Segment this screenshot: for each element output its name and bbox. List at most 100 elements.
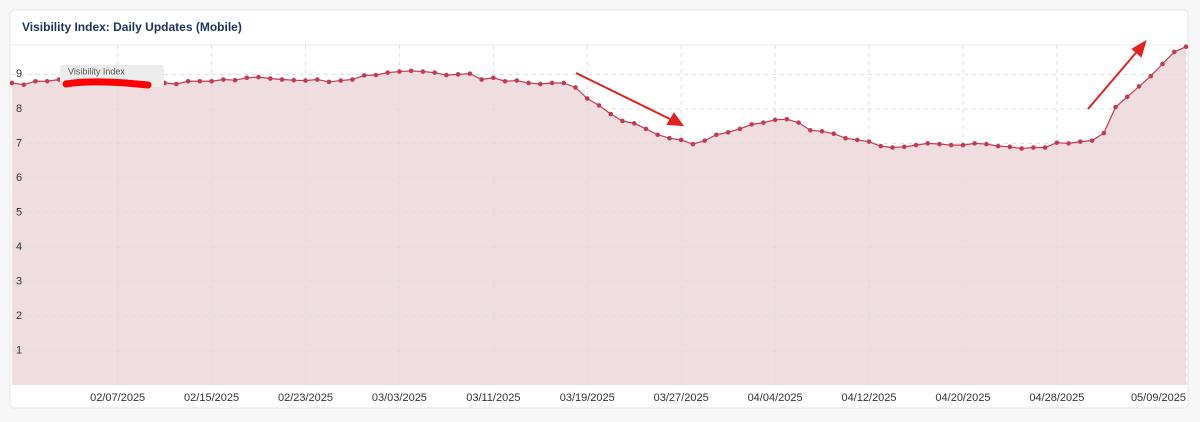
point: [303, 78, 308, 83]
point: [737, 126, 743, 132]
point: [808, 127, 813, 133]
point: [878, 143, 884, 149]
point: [185, 78, 191, 84]
point: [984, 141, 989, 147]
point: [1148, 73, 1154, 79]
arrow-head: [1131, 39, 1147, 58]
point: [690, 141, 696, 147]
point: [1125, 94, 1130, 100]
plot: 1 2 3 4 5 6 7 8 9 02/07/2025 02/15/2025 02/23/2025 0…: [9, 44, 1189, 404]
point: [620, 118, 625, 124]
arrow-down: [575, 72, 677, 123]
point: [279, 77, 285, 82]
point: [33, 78, 38, 84]
point: [514, 78, 520, 83]
point: [420, 69, 426, 74]
y-tick-label: 1: [16, 344, 22, 356]
point: [702, 138, 707, 143]
point: [725, 130, 731, 135]
point: [890, 145, 895, 150]
arrow-up: [1087, 47, 1141, 110]
point: [925, 141, 931, 146]
point: [408, 68, 414, 74]
point: [972, 141, 977, 146]
point: [373, 72, 379, 78]
x-tick-label: 04/12/2025: [841, 392, 896, 404]
point: [761, 120, 766, 125]
point: [819, 128, 825, 134]
y-tick-label: 5: [16, 206, 22, 218]
x-tick-label: 02/07/2025: [90, 392, 145, 404]
point: [1183, 44, 1189, 50]
point: [655, 132, 660, 138]
y-tick-label: 3: [16, 275, 22, 287]
tooltip: Visibility Index: [60, 65, 164, 89]
point: [667, 135, 672, 141]
x-tick-label: 04/28/2025: [1029, 392, 1084, 404]
point: [1054, 140, 1060, 145]
point: [995, 143, 1001, 149]
x-tick-label: 02/23/2025: [278, 392, 333, 404]
y-tick-label: 2: [16, 310, 22, 322]
y-tick-label: 6: [16, 172, 22, 184]
x-tick-label: 03/19/2025: [560, 392, 615, 404]
point: [467, 71, 473, 76]
point: [948, 142, 954, 148]
point: [1019, 146, 1024, 151]
tooltip-label: Visibility Index: [68, 66, 125, 76]
point: [197, 78, 203, 84]
arrow-head: [666, 112, 685, 127]
y-tick-label: 4: [16, 241, 22, 253]
chart-title: Visibility Index: Daily Updates (Mobile): [22, 20, 242, 34]
point: [772, 117, 778, 123]
point: [643, 126, 649, 132]
point: [714, 132, 719, 138]
point: [291, 77, 297, 83]
point: [397, 69, 402, 74]
point: [1042, 145, 1048, 150]
point: [314, 77, 320, 82]
point: [843, 135, 848, 141]
point: [631, 121, 637, 126]
point: [749, 122, 754, 127]
point: [678, 137, 684, 143]
point: [1171, 49, 1177, 55]
x-tick-label: 03/27/2025: [654, 392, 709, 404]
x-tick-label: 04/04/2025: [748, 392, 803, 404]
annotations: [575, 39, 1147, 127]
point: [244, 75, 250, 81]
point: [432, 70, 437, 75]
point: [1066, 141, 1071, 146]
point: [901, 144, 907, 150]
x-tick-label: 04/20/2025: [935, 392, 990, 404]
point: [209, 78, 214, 84]
point: [350, 77, 355, 82]
point: [561, 80, 567, 86]
area: [12, 46, 1186, 385]
point: [256, 74, 261, 80]
point: [21, 82, 27, 87]
point: [831, 131, 837, 137]
point: [1078, 139, 1083, 144]
point: [584, 96, 590, 101]
point: [1136, 84, 1142, 89]
y-tick-label: 7: [16, 137, 22, 149]
point: [267, 76, 273, 81]
point: [608, 111, 614, 117]
point: [549, 80, 555, 86]
point: [361, 73, 367, 78]
point: [596, 103, 602, 108]
point: [526, 80, 531, 86]
x-tick-label: 03/03/2025: [372, 392, 427, 404]
point: [221, 77, 226, 82]
point: [866, 139, 872, 144]
point: [479, 77, 484, 82]
point: [1031, 145, 1036, 150]
point: [444, 72, 449, 78]
point: [960, 142, 966, 148]
point: [1101, 130, 1107, 136]
x-tick-label: 03/11/2025: [466, 392, 520, 404]
point: [854, 137, 860, 143]
point: [174, 81, 179, 87]
